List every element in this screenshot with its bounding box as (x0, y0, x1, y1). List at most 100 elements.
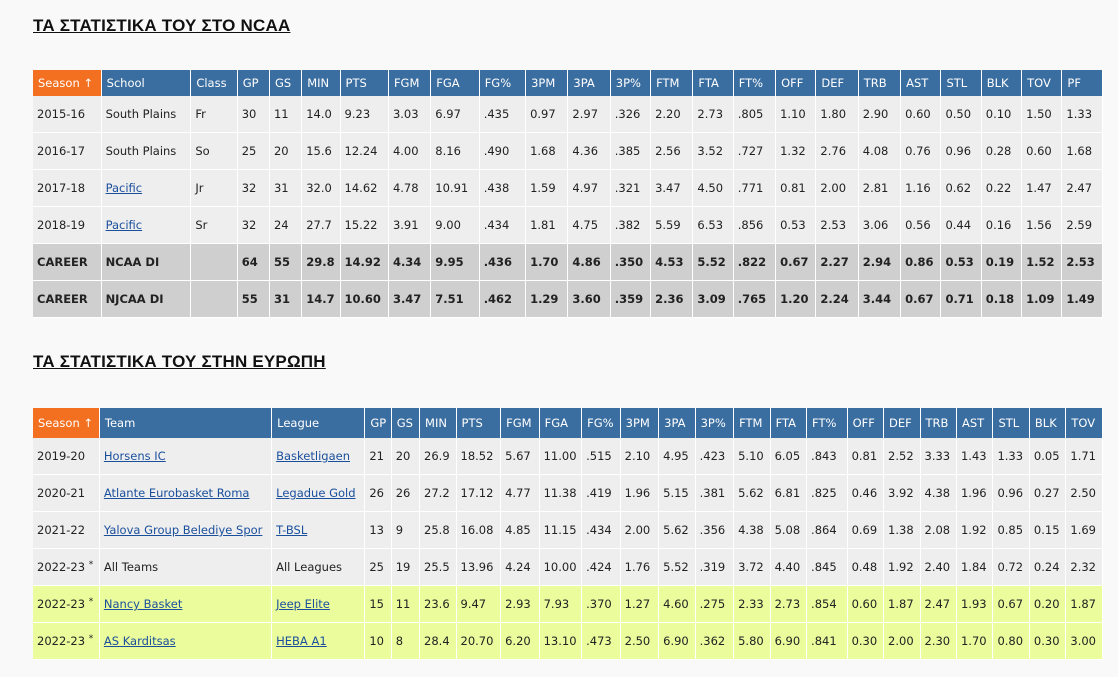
column-header-ftm[interactable]: FTM (651, 70, 694, 96)
column-header-tov[interactable]: TOV (1066, 408, 1103, 438)
column-header-tov[interactable]: TOV (1022, 70, 1063, 96)
column-header-season[interactable]: Season ↑ (33, 408, 100, 438)
column-header-blk[interactable]: BLK (1029, 408, 1067, 438)
stat-cell-3p-pct: .275 (695, 586, 735, 623)
team-link[interactable]: Atlante Eurobasket Roma (103, 486, 250, 500)
stat-cell-ft-pct: .771 (733, 170, 777, 207)
column-header-fta[interactable]: FTA (693, 70, 734, 96)
school-link[interactable]: Pacific (105, 181, 143, 195)
column-header-class[interactable]: Class (191, 70, 238, 96)
stat-cell-fg-pct: .438 (479, 170, 527, 207)
season-asterisk: * (88, 597, 94, 607)
stat-cell-3p-pct: .362 (695, 623, 735, 660)
stat-cell-fta: 6.53 (693, 207, 734, 244)
column-header-off[interactable]: OFF (776, 70, 817, 96)
school-cell: Pacific (101, 170, 192, 207)
stat-cell-pf: 1.33 (1062, 96, 1103, 133)
column-header-fta[interactable]: FTA (770, 408, 808, 438)
column-header-3pm[interactable]: 3PM (620, 408, 660, 438)
column-header-off[interactable]: OFF (847, 408, 885, 438)
column-header-gp[interactable]: GP (237, 70, 270, 96)
career-row: CAREER NCAA DI 64 55 29.8 14.92 4.34 9.95.436 1.… (33, 244, 1103, 281)
column-header-blk[interactable]: BLK (981, 70, 1023, 96)
column-header-min[interactable]: MIN (302, 70, 341, 96)
column-header-3p-pct[interactable]: 3P% (610, 70, 652, 96)
stat-cell-3pm: 1.59 (526, 170, 569, 207)
column-header-3pa[interactable]: 3PA (659, 408, 696, 438)
stat-cell-fgm: 4.85 (501, 512, 540, 549)
stat-cell-pts: 16.08 (456, 512, 502, 549)
stat-cell-3pa: 3.60 (568, 281, 611, 318)
column-header-def[interactable]: DEF (816, 70, 859, 96)
column-header-league[interactable]: League (272, 408, 366, 438)
stat-cell-fgm: 4.34 (388, 244, 432, 281)
column-header-fg-pct[interactable]: FG% (479, 70, 527, 96)
column-header-pts[interactable]: PTS (456, 408, 502, 438)
column-header-ft-pct[interactable]: FT% (733, 70, 777, 96)
school-link[interactable]: Pacific (105, 218, 143, 232)
stat-cell-min: 23.6 (420, 586, 457, 623)
stat-cell-ftm: 5.59 (651, 207, 694, 244)
column-header-ftm[interactable]: FTM (734, 408, 771, 438)
stat-cell-min: 14.0 (302, 96, 341, 133)
stat-cell-fga: 11.15 (539, 512, 583, 549)
stat-cell-off: 0.81 (776, 170, 817, 207)
column-header-min[interactable]: MIN (420, 408, 457, 438)
column-header-trb[interactable]: TRB (858, 70, 902, 96)
column-header-fgm[interactable]: FGM (388, 70, 432, 96)
column-header-season[interactable]: Season ↑ (33, 70, 102, 96)
league-link[interactable]: Jeep Elite (276, 597, 330, 611)
table-row: 2020-21 Atlante Eurobasket Roma Legadue Go… (33, 475, 1103, 512)
column-header-gp[interactable]: GP (365, 408, 392, 438)
column-header-gs[interactable]: GS (269, 70, 303, 96)
column-header-pts[interactable]: PTS (340, 70, 389, 96)
column-header-stl[interactable]: STL (941, 70, 982, 96)
column-header-fgm[interactable]: FGM (501, 408, 540, 438)
stat-cell-3pa: 4.95 (659, 438, 696, 475)
league-link[interactable]: Legadue Gold (276, 486, 356, 500)
league-link[interactable]: Basketligaen (276, 449, 350, 463)
column-header-ft-pct[interactable]: FT% (807, 408, 848, 438)
stat-cell-3pm: 1.96 (620, 475, 660, 512)
column-header-3pa[interactable]: 3PA (568, 70, 611, 96)
column-header-ast[interactable]: AST (901, 70, 942, 96)
column-header-pf[interactable]: PF (1062, 70, 1103, 96)
column-header-gs[interactable]: GS (391, 408, 421, 438)
league-cell: All Leagues (272, 549, 366, 586)
league-link[interactable]: T-BSL (276, 523, 308, 537)
league-link[interactable]: HEBA A1 (276, 634, 327, 648)
stat-cell-fgm: 5.67 (501, 438, 540, 475)
stat-cell-ftm: 2.33 (734, 586, 771, 623)
column-header-fg-pct[interactable]: FG% (582, 408, 621, 438)
stat-cell-stl: 0.53 (941, 244, 982, 281)
stat-cell-stl: 0.71 (941, 281, 982, 318)
column-header-ast[interactable]: AST (956, 408, 994, 438)
stat-cell-blk: 0.20 (1029, 586, 1067, 623)
team-link[interactable]: Yalova Group Belediye Spor (103, 523, 263, 537)
team-link[interactable]: AS Karditsas (103, 634, 176, 648)
column-header-fga[interactable]: FGA (539, 408, 583, 438)
column-header-3pm[interactable]: 3PM (526, 70, 569, 96)
column-header-team[interactable]: Team (99, 408, 273, 438)
team-link[interactable]: Nancy Basket (103, 597, 183, 611)
stat-cell-fga: 10.91 (431, 170, 480, 207)
stat-cell-fga: 13.10 (539, 623, 583, 660)
stat-cell-fg-pct: .515 (582, 438, 621, 475)
team-cell: Nancy Basket (99, 586, 273, 623)
stat-cell-fta: 4.50 (693, 170, 734, 207)
stat-cell-pf: 1.49 (1062, 281, 1103, 318)
column-header-trb[interactable]: TRB (920, 408, 957, 438)
table-row: 2022-23 * All Teams All Leagues 25 19 25.5 13.… (33, 549, 1103, 586)
column-header-stl[interactable]: STL (993, 408, 1030, 438)
team-link[interactable]: Horsens IC (103, 449, 166, 463)
stat-cell-stl: 0.96 (993, 475, 1030, 512)
column-header-school[interactable]: School (101, 70, 192, 96)
stat-cell-blk: 0.28 (981, 133, 1023, 170)
column-header-fga[interactable]: FGA (431, 70, 480, 96)
column-header-3p-pct[interactable]: 3P% (695, 408, 735, 438)
stat-cell-ast: 1.96 (956, 475, 994, 512)
column-header-def[interactable]: DEF (884, 408, 921, 438)
stat-cell-fta: 4.40 (770, 549, 808, 586)
stat-cell-off: 1.10 (776, 96, 817, 133)
stat-cell-3pm: 2.10 (620, 438, 660, 475)
